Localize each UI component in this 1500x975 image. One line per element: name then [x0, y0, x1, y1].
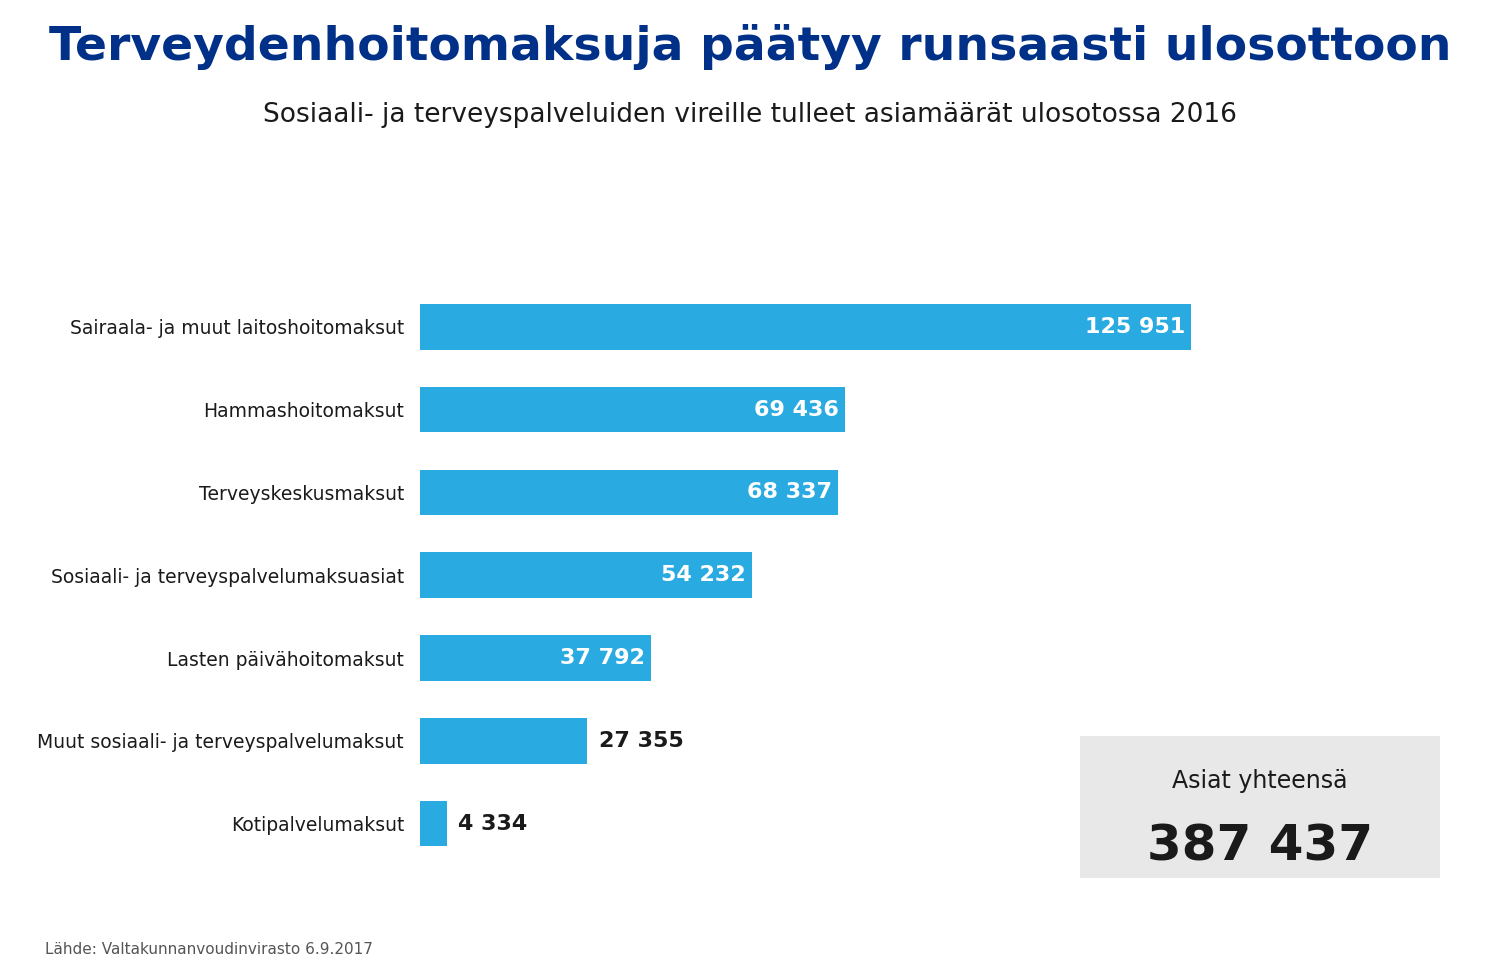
Text: 387 437: 387 437 [1148, 822, 1372, 871]
Text: 27 355: 27 355 [598, 731, 684, 751]
Bar [420, 470, 839, 515]
Text: Sosiaali- ja terveyspalveluiden vireille tulleet asiamäärät ulosotossa 2016: Sosiaali- ja terveyspalveluiden vireille… [262, 102, 1238, 129]
Text: 54 232: 54 232 [662, 566, 746, 585]
Bar [420, 387, 844, 432]
Bar [420, 719, 588, 763]
Bar [420, 304, 1191, 350]
Bar [420, 636, 651, 681]
Text: 69 436: 69 436 [754, 400, 839, 419]
Text: 37 792: 37 792 [561, 648, 645, 668]
Bar [420, 800, 447, 846]
Text: 125 951: 125 951 [1084, 317, 1185, 336]
Bar [420, 553, 752, 598]
Text: Asiat yhteensä: Asiat yhteensä [1173, 769, 1347, 794]
Text: Lähde: Valtakunnanvoudinvirasto 6.9.2017: Lähde: Valtakunnanvoudinvirasto 6.9.2017 [45, 943, 374, 957]
Text: 68 337: 68 337 [747, 483, 833, 502]
Text: 4 334: 4 334 [458, 814, 528, 834]
Text: Terveydenhoitomaksuja päätyy runsaasti ulosottoon: Terveydenhoitomaksuja päätyy runsaasti u… [48, 24, 1450, 70]
